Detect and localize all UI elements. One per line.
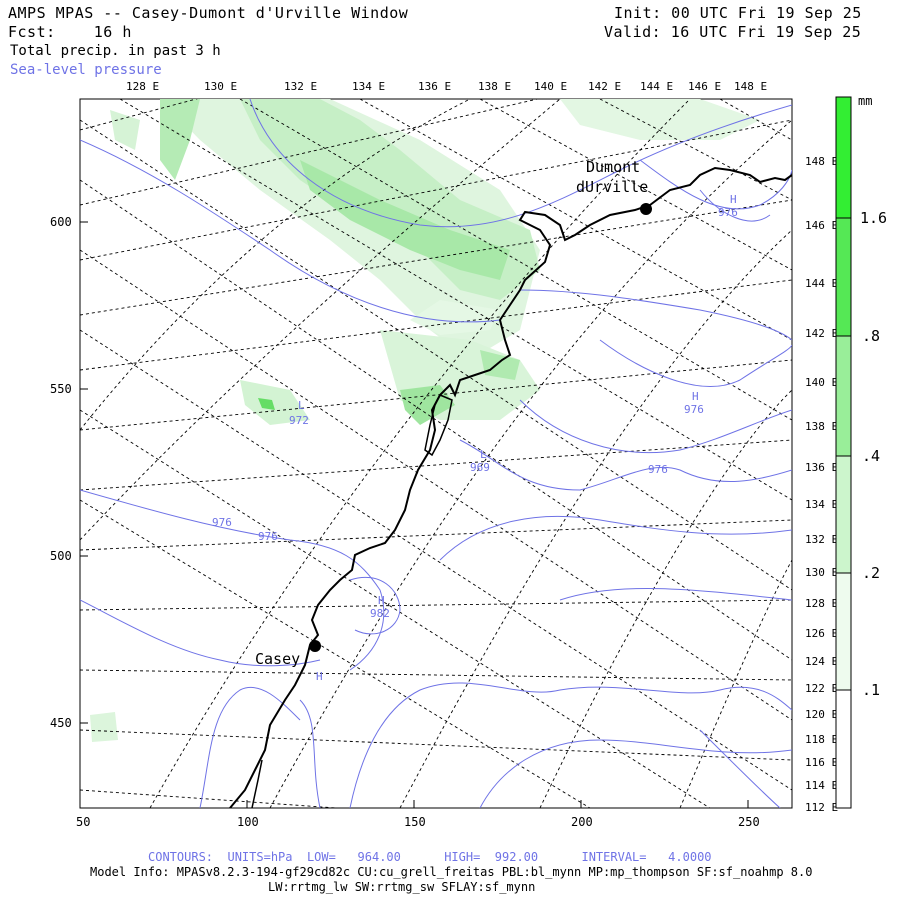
contour-value: 976 [258,530,278,543]
colorbar-swatch [836,690,851,808]
station-dumont-marker[interactable] [640,203,652,215]
map-title: AMPS MPAS -- Casey-Dumont d'Urville Wind… [8,4,409,22]
colorbar-label: .2 [862,564,880,582]
high-label: H [316,670,323,683]
colorbar-swatch [836,573,851,690]
svg-text:130 E: 130 E [805,566,838,579]
svg-text:134 E: 134 E [805,498,838,511]
svg-text:148 E: 148 E [734,80,767,93]
y-axis: 600 550 500 450 [50,215,72,730]
svg-text:126 E: 126 E [805,627,838,640]
x-tick-label: 100 [237,815,259,829]
y-axis-ticks [80,221,88,724]
station-dumont-label-1: Dumont [586,158,640,176]
colorbar-unit: mm [858,94,872,108]
y-tick-label: 450 [50,716,72,730]
high-label: H [692,390,699,403]
svg-text:112 E: 112 E [805,801,838,814]
svg-text:146 E: 146 E [688,80,721,93]
colorbar-swatch [836,336,851,456]
svg-text:146 E: 146 E [805,219,838,232]
svg-text:140 E: 140 E [805,376,838,389]
forecast-hour: Fcst: 16 h [8,23,132,41]
x-tick-label: 200 [571,815,593,829]
station-casey-label: Casey [255,650,300,668]
precip-field [90,99,760,742]
colorbar-label: .8 [862,327,880,345]
low-label: L [298,399,305,412]
svg-text:124 E: 124 E [805,655,838,668]
x-axis-ticks [79,800,749,808]
low-value: 969 [470,461,490,474]
contour-value: 976 [648,463,668,476]
valid-time: Valid: 16 UTC Fri 19 Sep 25 [604,23,862,41]
svg-text:148 E: 148 E [805,155,838,168]
svg-text:122 E: 122 E [805,682,838,695]
field-slp-label: Sea-level pressure [10,62,162,78]
svg-text:134 E: 134 E [352,80,385,93]
svg-text:114 E: 114 E [805,779,838,792]
svg-text:120 E: 120 E [805,708,838,721]
high-value: 976 [718,206,738,219]
y-tick-label: 500 [50,549,72,563]
svg-text:138 E: 138 E [478,80,511,93]
svg-text:136 E: 136 E [418,80,451,93]
x-tick-label: 50 [76,815,90,829]
right-longitude-labels: 148 E 146 E 144 E 142 E 140 E 138 E 136 … [805,155,838,814]
high-label: H [378,594,385,607]
high-value: 982 [370,607,390,620]
x-tick-label: 150 [404,815,426,829]
svg-text:142 E: 142 E [588,80,621,93]
model-info-2: LW:rrtmg_lw SW:rrtmg_sw SFLAY:sf_mynn [268,880,536,894]
svg-text:144 E: 144 E [805,277,838,290]
colorbar-swatch [836,218,851,336]
x-axis: 50 100 150 200 250 [76,815,760,829]
field-precip-label: Total precip. in past 3 h [10,43,221,59]
pressure-labels: H 976 H 976 H 982 H L 972 L 969 976 976 … [212,193,738,683]
svg-text:140 E: 140 E [534,80,567,93]
svg-text:128 E: 128 E [126,80,159,93]
svg-text:136 E: 136 E [805,461,838,474]
x-tick-label: 250 [738,815,760,829]
slp-contours [80,99,792,808]
colorbar: mm 1.6 .8 .4 .2 .1 [835,94,887,809]
svg-text:138 E: 138 E [805,420,838,433]
model-info: Model Info: MPASv8.2.3-194-gf29cd82c CU:… [90,865,813,879]
high-label: H [730,193,737,206]
coastline-inlet [424,394,453,457]
low-label: L [480,448,487,461]
y-tick-label: 550 [50,382,72,396]
colorbar-label: .4 [862,447,880,465]
low-value: 972 [289,414,309,427]
coastline-inner [251,759,263,808]
colorbar-label: .1 [862,681,880,699]
colorbar-swatch [836,456,851,573]
colorbar-label: 1.6 [860,209,887,227]
svg-text:130 E: 130 E [204,80,237,93]
svg-text:142 E: 142 E [805,327,838,340]
svg-text:144 E: 144 E [640,80,673,93]
init-time: Init: 00 UTC Fri 19 Sep 25 [614,4,862,22]
station-dumont-label-2: dUrville [576,178,648,196]
top-longitude-labels: 128 E 130 E 132 E 134 E 136 E 138 E 140 … [126,80,767,93]
graticule [80,99,792,808]
contour-info: CONTOURS: UNITS=hPa LOW= 964.00 HIGH= 99… [148,850,712,864]
contour-value: 976 [212,516,232,529]
svg-text:132 E: 132 E [284,80,317,93]
high-value: 976 [684,403,704,416]
svg-text:128 E: 128 E [805,597,838,610]
y-tick-label: 600 [50,215,72,229]
station-casey-marker[interactable] [309,640,321,652]
svg-text:132 E: 132 E [805,533,838,546]
svg-text:116 E: 116 E [805,756,838,769]
svg-text:118 E: 118 E [805,733,838,746]
colorbar-swatch [836,97,851,218]
